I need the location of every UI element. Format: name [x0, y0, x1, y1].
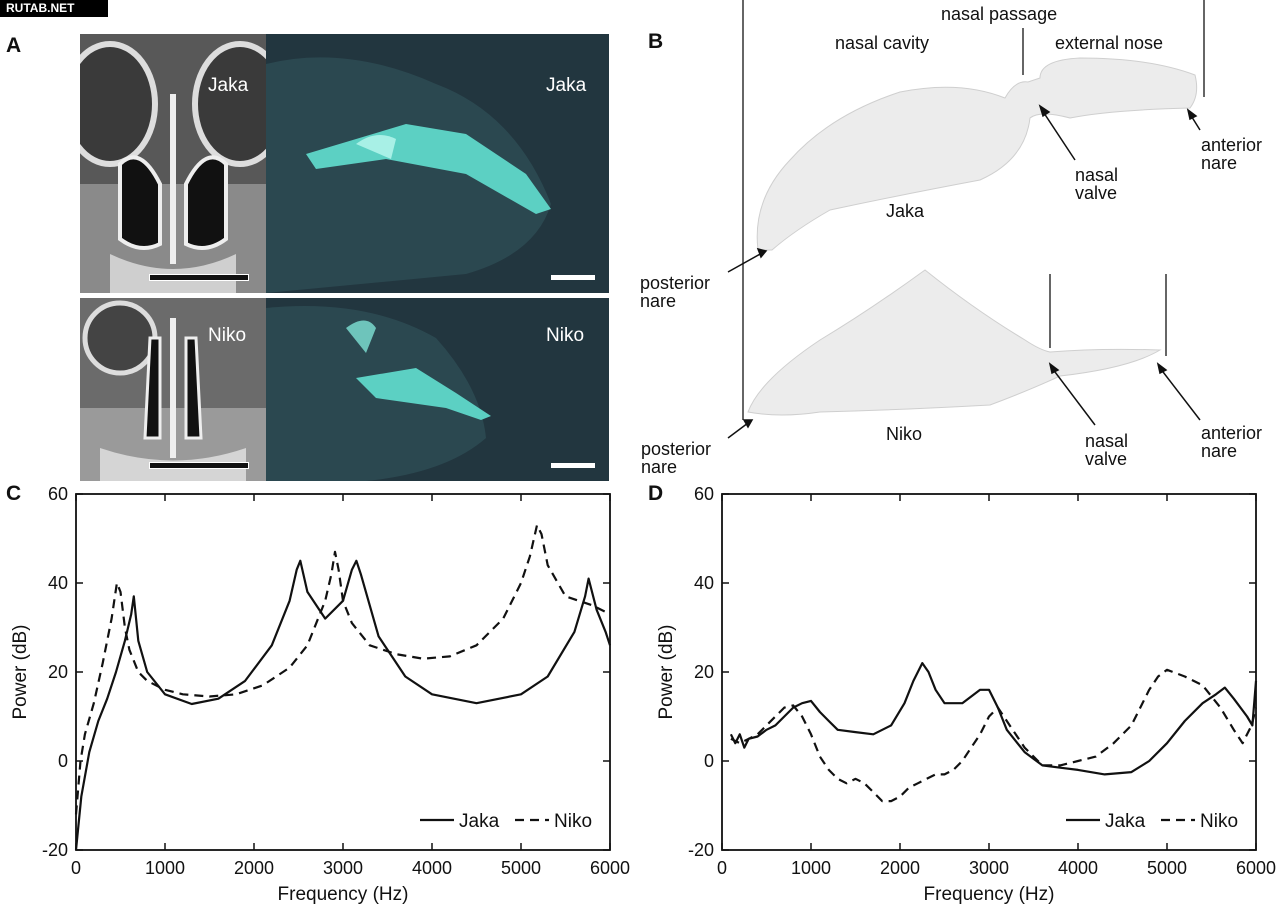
ct-label-niko: Niko	[208, 325, 247, 346]
scale-bar	[551, 275, 595, 280]
label-nasal: nasal	[1085, 431, 1129, 451]
render-jaka-image	[266, 34, 609, 293]
arrowhead	[1186, 108, 1198, 121]
y-tick-label: 60	[48, 484, 68, 504]
x-tick-label: 4000	[1058, 858, 1098, 878]
render-jaka: Jaka	[266, 34, 609, 293]
label-nare: nare	[1201, 153, 1238, 173]
scale-bar	[551, 463, 595, 468]
x-tick-label: 4000	[412, 858, 452, 878]
series-line-niko	[74, 524, 611, 815]
arrow	[727, 422, 749, 439]
ct-scan-jaka-image	[80, 34, 266, 293]
y-tick-label: 40	[694, 573, 714, 593]
arrow	[1159, 367, 1201, 421]
label-nare: nare	[641, 457, 678, 477]
label-nasal: nasal	[1075, 165, 1119, 185]
label-nare: nare	[1201, 441, 1238, 461]
y-tick-label: 60	[694, 484, 714, 504]
render-label-niko: Niko	[546, 325, 585, 346]
arrow	[1189, 113, 1201, 131]
legend-label-jaka: Jaka	[1105, 811, 1146, 832]
label-niko: Niko	[886, 424, 923, 444]
plot-frame	[721, 493, 1257, 851]
y-tick-label: 0	[58, 751, 68, 771]
label-nasal-cavity: nasal cavity	[835, 33, 930, 53]
series-line-niko	[730, 668, 1258, 803]
arrowhead	[756, 247, 768, 259]
jaka-nasal-model	[756, 57, 1198, 251]
x-tick-label: 3000	[323, 858, 363, 878]
legend-label-jaka: Jaka	[459, 811, 500, 832]
watermark: RUTAB.NET	[0, 0, 108, 17]
chart-panel-c: 0 1000 2000 3000 4000 5000 6000-200204060Frequ…	[10, 484, 630, 905]
arrow	[1051, 367, 1096, 426]
render-label-jaka: Jaka	[546, 75, 587, 96]
ct-scan-jaka: Jaka	[80, 34, 266, 293]
y-tick-label: 20	[694, 662, 714, 682]
x-tick-label: 0	[717, 858, 727, 878]
render-niko-image	[266, 298, 609, 481]
legend-label-niko: Niko	[1200, 811, 1238, 832]
ct-scan-niko-image	[80, 298, 266, 481]
arrowhead	[742, 419, 754, 429]
arrow	[1041, 109, 1076, 161]
niko-nasal-model	[747, 269, 1162, 416]
label-jaka: Jaka	[886, 201, 925, 221]
series-line-jaka	[729, 662, 1258, 776]
y-tick-label: -20	[688, 840, 714, 860]
label-valve: valve	[1085, 449, 1128, 469]
panel-c-letter: C	[6, 482, 22, 505]
label-posterior: posterior	[641, 439, 712, 459]
label-nasal-passage: nasal passage	[941, 4, 1058, 24]
y-tick-label: 0	[704, 751, 714, 771]
label-anterior: anterior	[1201, 423, 1263, 443]
label-external-nose: external nose	[1055, 33, 1164, 53]
panel-b-letter: B	[648, 30, 664, 53]
y-axis-label: Power (dB)	[656, 624, 677, 719]
arrowhead	[1038, 104, 1051, 118]
x-tick-label: 1000	[145, 858, 185, 878]
render-niko: Niko	[266, 298, 609, 481]
chart-panel-d: 0 1000 2000 3000 4000 5000 6000-200204060Frequ…	[656, 484, 1276, 905]
x-tick-label: 3000	[969, 858, 1009, 878]
scale-bar	[150, 275, 248, 280]
label-posterior: posterior	[640, 273, 711, 293]
series-line-jaka	[74, 559, 612, 851]
arrow	[727, 252, 763, 273]
y-axis-label: Power (dB)	[10, 624, 31, 719]
panel-d-letter: D	[648, 482, 664, 505]
x-tick-label: 0	[71, 858, 81, 878]
x-axis-label: Frequency (Hz)	[924, 884, 1055, 905]
x-axis-label: Frequency (Hz)	[278, 884, 409, 905]
legend-label-niko: Niko	[554, 811, 592, 832]
x-tick-label: 2000	[880, 858, 920, 878]
x-tick-label: 5000	[1147, 858, 1187, 878]
arrowhead	[1048, 362, 1060, 375]
arrowhead	[1156, 362, 1168, 375]
y-tick-label: 20	[48, 662, 68, 682]
x-tick-label: 6000	[1236, 858, 1276, 878]
x-tick-label: 2000	[234, 858, 274, 878]
x-tick-label: 5000	[501, 858, 541, 878]
y-tick-label: 40	[48, 573, 68, 593]
scale-bar	[150, 463, 248, 468]
label-valve: valve	[1075, 183, 1118, 203]
panel-a-letter: A	[6, 34, 22, 57]
ct-scan-niko: Niko	[80, 298, 266, 481]
label-nare: nare	[640, 291, 677, 311]
y-tick-label: -20	[42, 840, 68, 860]
x-tick-label: 1000	[791, 858, 831, 878]
plot-frame	[75, 493, 611, 851]
x-tick-label: 6000	[590, 858, 630, 878]
label-anterior: anterior	[1201, 135, 1263, 155]
ct-label-jaka: Jaka	[208, 75, 249, 96]
